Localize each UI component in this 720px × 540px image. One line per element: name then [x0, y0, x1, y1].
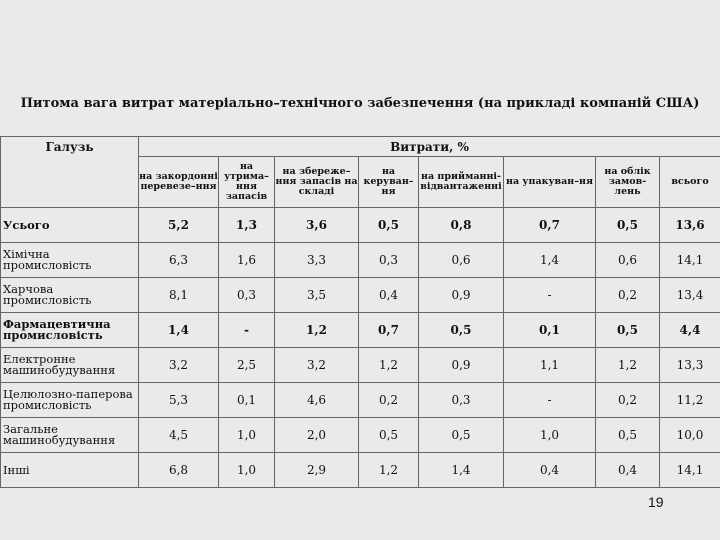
value-cell: 0,6: [595, 242, 660, 278]
value-cell: 1,2: [595, 347, 660, 383]
industry-cell: Харчова промисловість: [0, 277, 139, 313]
value-cell: 0,2: [358, 382, 419, 418]
value-cell: 1,0: [503, 417, 596, 453]
value-cell: 13,3: [659, 347, 720, 383]
value-cell: 1,2: [358, 347, 419, 383]
value-cell: 1,4: [418, 452, 504, 488]
value-cell: -: [218, 312, 275, 348]
value-cell: 0,8: [418, 207, 504, 243]
value-cell: 0,5: [595, 417, 660, 453]
column-header: на закордонні перевезе–ння: [138, 156, 219, 208]
industry-header-spacer: [0, 156, 139, 208]
value-cell: 0,4: [503, 452, 596, 488]
column-header: на прийманні-відвантаженні: [418, 156, 504, 208]
value-cell: 1,0: [218, 452, 275, 488]
industry-header: Галузь: [0, 136, 139, 157]
costs-table: Галузь Витрати, % на закордонні перевезе…: [0, 136, 720, 488]
value-cell: 0,7: [358, 312, 419, 348]
value-cell: 3,6: [274, 207, 359, 243]
column-header: всього: [659, 156, 720, 208]
value-cell: 13,4: [659, 277, 720, 313]
industry-cell: Інші: [0, 452, 139, 488]
value-cell: 0,2: [595, 277, 660, 313]
value-cell: 3,3: [274, 242, 359, 278]
value-cell: 0,6: [418, 242, 504, 278]
column-header: на утрима–ння запасів: [218, 156, 275, 208]
value-cell: 1,4: [503, 242, 596, 278]
page-title: Питома вага витрат матеріально–технічног…: [20, 96, 700, 111]
value-cell: 0,3: [418, 382, 504, 418]
value-cell: 0,9: [418, 347, 504, 383]
value-cell: 0,4: [595, 452, 660, 488]
value-cell: 6,3: [138, 242, 219, 278]
industry-cell: Загальне машинобудування: [0, 417, 139, 453]
value-cell: 5,3: [138, 382, 219, 418]
value-cell: 1,2: [274, 312, 359, 348]
value-cell: 13,6: [659, 207, 720, 243]
table-row: Харчова промисловість 8,1 0,3 3,5 0,4 0,9-0,2…: [0, 277, 720, 313]
header-row: Галузь Витрати, %: [0, 136, 720, 157]
value-cell: -: [503, 382, 596, 418]
value-cell: 0,5: [418, 312, 504, 348]
industry-cell: Хімічна промисловість: [0, 242, 139, 278]
value-cell: 1,1: [503, 347, 596, 383]
value-cell: 6,8: [138, 452, 219, 488]
table-row: Електронне машинобудування 3,2 2,5 3,2 1,2 0,…: [0, 347, 720, 383]
value-cell: -: [503, 277, 596, 313]
column-header: на облік замов-лень: [595, 156, 660, 208]
value-cell: 4,6: [274, 382, 359, 418]
value-cell: 11,2: [659, 382, 720, 418]
value-cell: 0,3: [358, 242, 419, 278]
industry-cell: Целюлозно-паперова промисловість: [0, 382, 139, 418]
value-cell: 2,5: [218, 347, 275, 383]
value-cell: 0,7: [503, 207, 596, 243]
value-cell: 3,5: [274, 277, 359, 313]
value-cell: 0,5: [358, 207, 419, 243]
value-cell: 4,4: [659, 312, 720, 348]
value-cell: 0,3: [218, 277, 275, 313]
value-cell: 1,3: [218, 207, 275, 243]
table-row: Хімічна промисловість 6,3 1,6 3,3 0,3 0,6 1,4 0…: [0, 242, 720, 278]
value-cell: 0,5: [595, 312, 660, 348]
value-cell: 0,1: [218, 382, 275, 418]
page-number: 19: [648, 494, 664, 510]
table-row: Целюлозно-паперова промисловість 5,3 0,1 4,…: [0, 382, 720, 418]
value-cell: 2,0: [274, 417, 359, 453]
value-cell: 0,2: [595, 382, 660, 418]
value-cell: 0,5: [358, 417, 419, 453]
value-cell: 0,9: [418, 277, 504, 313]
value-cell: 3,2: [138, 347, 219, 383]
value-cell: 1,0: [218, 417, 275, 453]
table-row: Інші 6,8 1,0 2,9 1,2 1,4 0,4 0,4 14,1: [0, 452, 720, 488]
industry-cell: Фармацевтична промисловість: [0, 312, 139, 348]
value-cell: 0,4: [358, 277, 419, 313]
value-cell: 8,1: [138, 277, 219, 313]
value-cell: 14,1: [659, 242, 720, 278]
value-cell: 1,6: [218, 242, 275, 278]
table-row: Загальне машинобудування 4,5 1,0 2,0 0,5 0,5 1…: [0, 417, 720, 453]
column-header: на упакуван–ня: [503, 156, 596, 208]
costs-header: Витрати, %: [138, 136, 720, 157]
value-cell: 0,1: [503, 312, 596, 348]
column-header: на керуван–ня: [358, 156, 419, 208]
industry-cell: Усього: [0, 207, 139, 243]
table-row: Фармацевтична промисловість 1,4-1,2 0,7 0,5…: [0, 312, 720, 348]
value-cell: 3,2: [274, 347, 359, 383]
value-cell: 1,2: [358, 452, 419, 488]
column-header: на збереже–ння запасів на складі: [274, 156, 359, 208]
subheader-row: на закордонні перевезе–ння на утрима–ння…: [0, 156, 720, 208]
value-cell: 10,0: [659, 417, 720, 453]
value-cell: 0,5: [418, 417, 504, 453]
value-cell: 2,9: [274, 452, 359, 488]
industry-cell: Електронне машинобудування: [0, 347, 139, 383]
value-cell: 14,1: [659, 452, 720, 488]
value-cell: 4,5: [138, 417, 219, 453]
table-row: Усього 5,2 1,3 3,6 0,5 0,8 0,7 0,5 13,6: [0, 207, 720, 243]
value-cell: 5,2: [138, 207, 219, 243]
value-cell: 0,5: [595, 207, 660, 243]
value-cell: 1,4: [138, 312, 219, 348]
